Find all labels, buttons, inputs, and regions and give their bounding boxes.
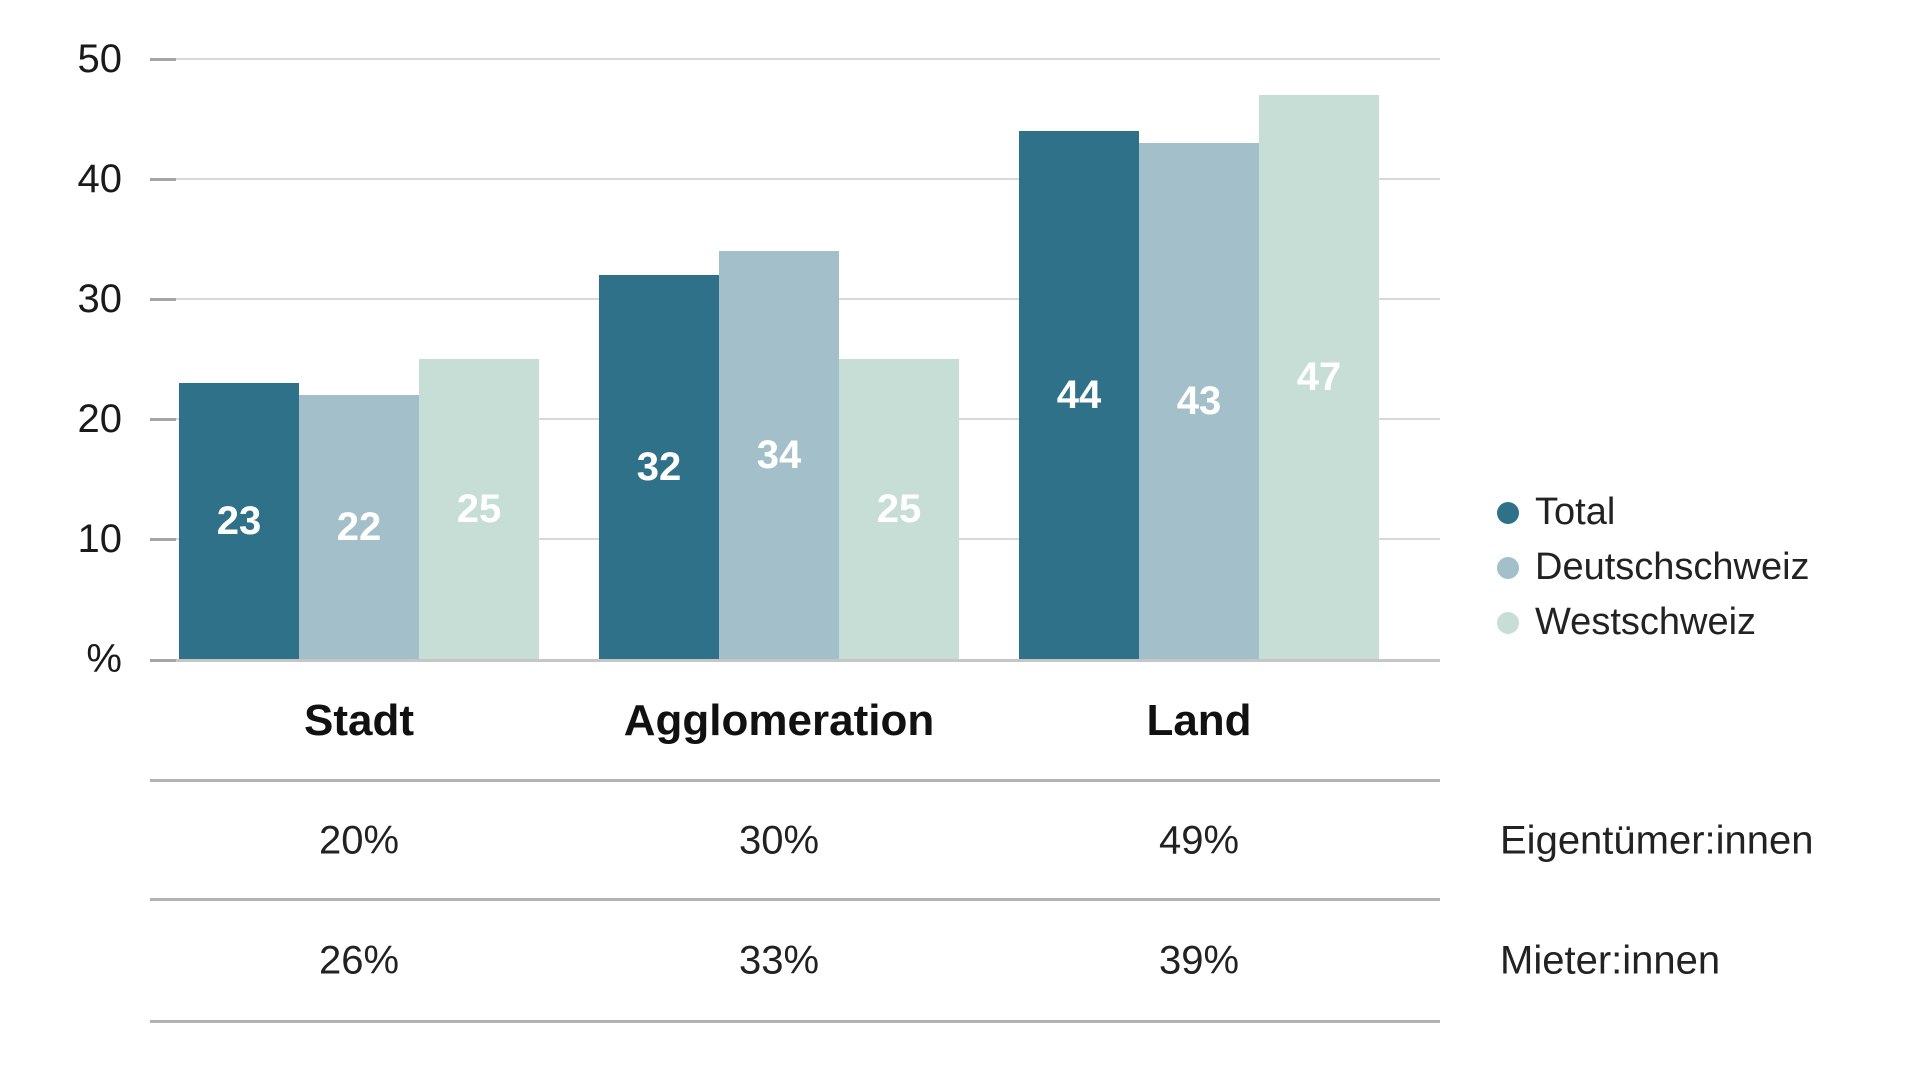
bar-value-label: 23 xyxy=(216,498,262,543)
y-axis-tick xyxy=(150,178,176,181)
table-cell-value: 30% xyxy=(738,818,820,863)
y-axis-tick xyxy=(150,418,176,421)
bar-deutschschweiz-land: 43 xyxy=(1139,143,1259,659)
table-separator-line xyxy=(150,779,1440,782)
bar-value-label: 22 xyxy=(336,504,382,549)
table-separator-line xyxy=(150,1020,1440,1023)
y-axis-tick xyxy=(150,659,176,662)
y-axis-tick-label: 40 xyxy=(77,157,123,201)
table-row-label-mieter: Mieter:innen xyxy=(1500,938,1721,983)
table-separator-line xyxy=(150,898,1440,901)
bar-deutschschweiz-stadt: 22 xyxy=(299,395,419,659)
bar-value-label: 44 xyxy=(1056,372,1102,417)
y-axis-tick-label: 50 xyxy=(77,37,123,81)
legend-item-westschweiz: Westschweiz xyxy=(1497,595,1810,650)
legend: Total Deutschschweiz Westschweiz xyxy=(1497,485,1810,650)
table-cell-value: 39% xyxy=(1158,938,1240,983)
bar-value-label: 34 xyxy=(756,432,802,477)
y-axis-tick xyxy=(150,58,176,61)
legend-item-label: Total xyxy=(1535,491,1616,533)
bar-value-label: 32 xyxy=(636,444,682,489)
legend-item-deutschschweiz: Deutschschweiz xyxy=(1497,540,1810,595)
legend-item-total: Total xyxy=(1497,485,1810,540)
category-label-agglomeration: Agglomeration xyxy=(623,696,935,745)
gridline xyxy=(150,178,1440,180)
legend-item-label: Deutschschweiz xyxy=(1535,546,1810,588)
y-axis-tick-label: 10 xyxy=(77,517,123,561)
y-axis-tick-label: 20 xyxy=(77,397,123,441)
category-label-land: Land xyxy=(1146,696,1252,745)
table-cell-value: 26% xyxy=(318,938,400,983)
bar-total-agglomeration: 32 xyxy=(599,275,719,659)
bar-value-label: 25 xyxy=(876,486,922,531)
table-cell-value: 49% xyxy=(1158,818,1240,863)
bar-deutschschweiz-agglomeration: 34 xyxy=(719,251,839,659)
y-axis-tick xyxy=(150,298,176,301)
legend-item-label: Westschweiz xyxy=(1535,601,1757,643)
gridline xyxy=(150,58,1440,60)
table-cell-value: 33% xyxy=(738,938,820,983)
table-cell-value: 20% xyxy=(318,818,400,863)
bar-westschweiz-stadt: 25 xyxy=(419,359,539,659)
legend-dot-icon xyxy=(1497,611,1519,634)
bar-total-land: 44 xyxy=(1019,131,1139,659)
y-axis-tick-label: 30 xyxy=(77,277,123,321)
bar-westschweiz-agglomeration: 25 xyxy=(839,359,959,659)
bar-value-label: 47 xyxy=(1296,354,1342,399)
bar-westschweiz-land: 47 xyxy=(1259,95,1379,659)
legend-dot-icon xyxy=(1497,556,1519,579)
x-axis-baseline xyxy=(150,659,1440,662)
category-label-stadt: Stadt xyxy=(304,696,414,745)
legend-dot-icon xyxy=(1497,501,1519,524)
table-row-label-eigentuemer: Eigentümer:innen xyxy=(1500,818,1814,863)
bar-value-label: 43 xyxy=(1176,378,1222,423)
y-axis-tick xyxy=(150,538,176,541)
bar-total-stadt: 23 xyxy=(179,383,299,659)
y-axis-unit-label: % xyxy=(86,637,122,681)
bar-value-label: 25 xyxy=(456,486,502,531)
